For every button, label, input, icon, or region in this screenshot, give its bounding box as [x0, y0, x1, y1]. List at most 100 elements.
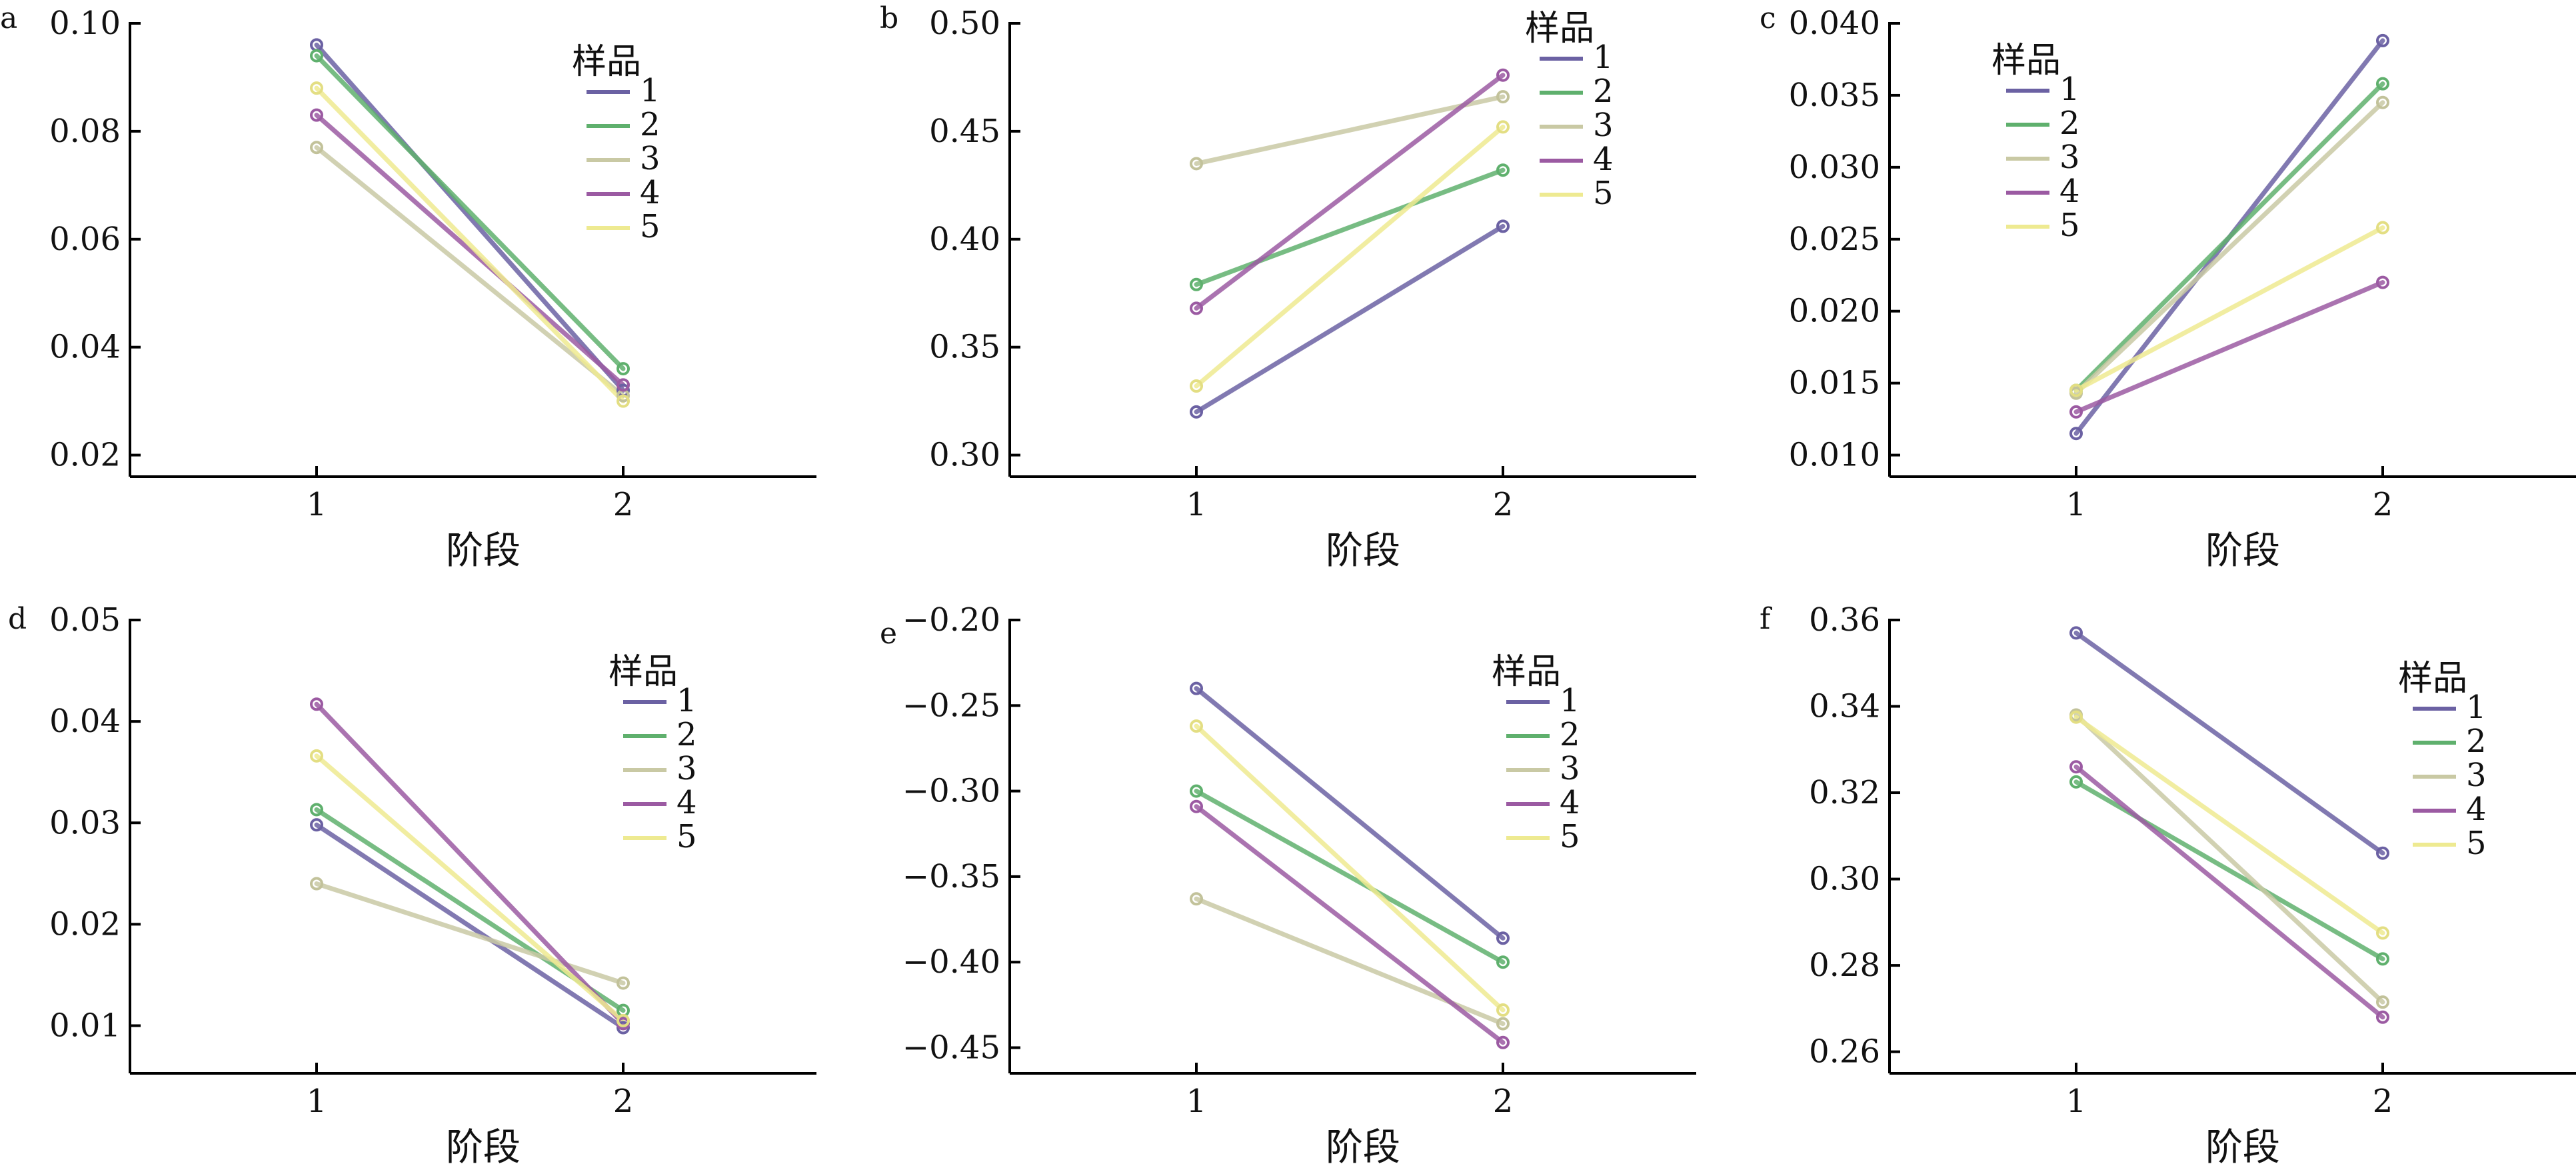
data-point — [310, 803, 323, 817]
data-point — [2069, 427, 2083, 441]
series-line-2 — [2073, 779, 2385, 961]
series-line-1 — [1194, 686, 1506, 941]
data-point — [310, 81, 323, 95]
x-axis-title: 阶段 — [2205, 1126, 2280, 1169]
data-point — [1190, 301, 1203, 315]
series-line-3 — [1194, 94, 1506, 166]
x-axis-title: 阶段 — [446, 1126, 521, 1169]
data-point — [1190, 719, 1203, 733]
series-line-1 — [1194, 223, 1506, 415]
data-point — [1190, 799, 1203, 813]
series-line-4 — [1194, 804, 1506, 1045]
legend-label: 3 — [1560, 750, 1580, 787]
y-tick-label: −0.45 — [902, 1029, 1000, 1067]
data-point — [617, 362, 630, 376]
data-point — [1496, 931, 1510, 945]
data-point — [1496, 1003, 1510, 1017]
legend-title: 样品 — [572, 42, 641, 82]
series-line-3 — [2073, 712, 2385, 1005]
series-line-1 — [314, 822, 626, 1031]
legend-label: 4 — [676, 784, 697, 821]
data-point — [617, 976, 630, 990]
legend-label: 3 — [2059, 139, 2080, 176]
data-point — [2376, 846, 2389, 860]
data-point — [1496, 163, 1510, 177]
legend-label: 5 — [2059, 207, 2080, 244]
y-tick-label: 0.50 — [929, 5, 1000, 42]
data-point — [1496, 1017, 1510, 1031]
y-tick-label: 0.02 — [49, 437, 121, 474]
panel-letter: c — [1760, 1, 1776, 35]
legend-label: 2 — [1560, 716, 1580, 753]
data-point — [1496, 120, 1510, 134]
chart-panel-e: e−0.45−0.40−0.35−0.30−0.25−0.201 2阶段样品123… — [880, 601, 1696, 1169]
panel-letter: b — [880, 1, 898, 35]
series-line-1 — [314, 42, 626, 393]
legend-label: 4 — [640, 174, 660, 211]
data-point — [1190, 784, 1203, 798]
y-tick-label: 0.06 — [49, 221, 121, 258]
series-line-4 — [1194, 73, 1506, 311]
data-point — [310, 108, 323, 122]
x-tick-label: 1 — [2066, 1083, 2087, 1120]
x-tick-label: 1 — [1186, 486, 1207, 523]
series-line-5 — [314, 85, 626, 404]
y-tick-label: 0.030 — [1789, 149, 1880, 186]
series-line-4 — [2073, 764, 2385, 1020]
data-point — [1496, 955, 1510, 969]
legend-label: 1 — [2059, 71, 2080, 108]
x-tick-label: 1 — [2066, 486, 2087, 523]
y-tick-label: 0.040 — [1789, 5, 1880, 42]
y-tick-label: 0.26 — [1809, 1033, 1880, 1071]
x-tick-label: 2 — [1493, 486, 1514, 523]
legend-label: 1 — [1593, 39, 1614, 76]
series-line-2 — [314, 53, 626, 371]
data-point — [1190, 379, 1203, 393]
legend-label: 5 — [2466, 825, 2487, 862]
legend-title: 样品 — [1991, 41, 2061, 81]
data-point — [2376, 95, 2389, 109]
legend-title: 样品 — [1492, 652, 1561, 692]
data-point — [1190, 157, 1203, 171]
legend-label: 2 — [2466, 723, 2487, 760]
data-point — [310, 141, 323, 155]
legend-label: 4 — [1560, 784, 1580, 821]
data-point — [1190, 892, 1203, 906]
series-line-5 — [1194, 723, 1506, 1013]
legend-title: 样品 — [1525, 9, 1594, 49]
y-tick-label: 0.01 — [49, 1007, 121, 1045]
x-tick-label: 2 — [1493, 1083, 1514, 1120]
y-tick-label: −0.35 — [902, 858, 1000, 895]
legend-label: 5 — [640, 208, 660, 245]
legend-label: 3 — [2466, 757, 2487, 794]
x-axis-title: 阶段 — [1326, 1126, 1400, 1169]
x-tick-label: 1 — [307, 1083, 327, 1120]
data-point — [2069, 405, 2083, 419]
legend-label: 3 — [676, 750, 697, 787]
y-tick-label: 0.28 — [1809, 947, 1880, 984]
data-point — [1190, 405, 1203, 419]
series-line-4 — [2073, 280, 2385, 415]
series-line-2 — [1194, 167, 1506, 287]
y-tick-label: 0.10 — [49, 5, 121, 42]
data-point — [310, 49, 323, 63]
legend-label: 1 — [1560, 682, 1580, 719]
y-tick-label: 0.34 — [1809, 688, 1880, 725]
data-point — [310, 697, 323, 711]
series-line-4 — [314, 113, 626, 387]
series-line-5 — [2073, 715, 2385, 936]
series-line-3 — [314, 145, 626, 399]
series-line-5 — [1194, 124, 1506, 389]
y-tick-label: −0.25 — [902, 687, 1000, 724]
x-tick-label: 1 — [307, 486, 327, 523]
legend-label: 4 — [2466, 791, 2487, 828]
y-tick-label: 0.08 — [49, 113, 121, 150]
data-point — [2376, 221, 2389, 235]
data-point — [310, 818, 323, 832]
